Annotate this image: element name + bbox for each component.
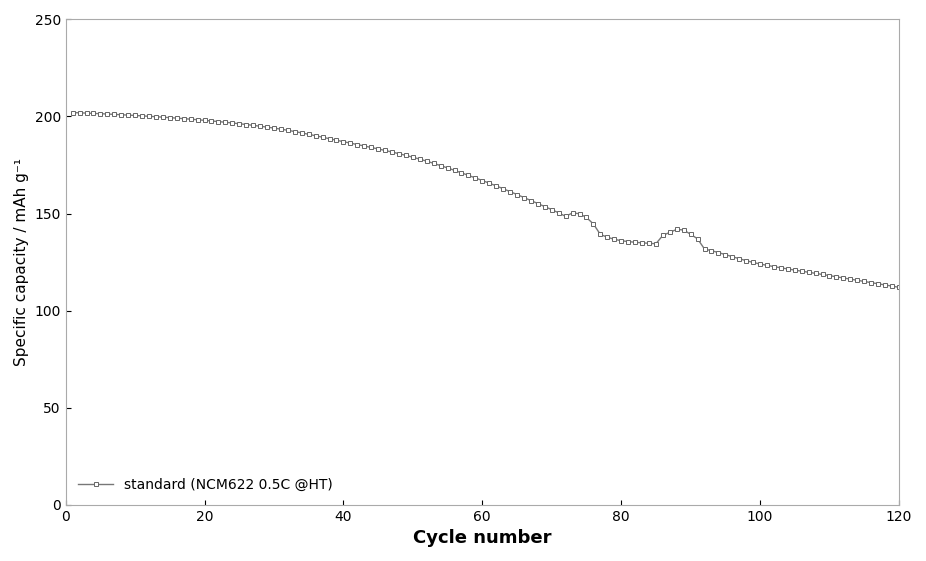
Legend: standard (NCM622 0.5C @HT): standard (NCM622 0.5C @HT) [72, 472, 338, 498]
standard (NCM622 0.5C @HT) [894, 284, 905, 291]
standard (NCM622 0.5C @HT) [241, 121, 252, 128]
standard (NCM622 0.5C @HT) [289, 128, 300, 135]
Line: standard (NCM622 0.5C @HT): standard (NCM622 0.5C @HT) [70, 110, 901, 289]
standard (NCM622 0.5C @HT) [720, 251, 731, 258]
standard (NCM622 0.5C @HT) [525, 197, 536, 204]
standard (NCM622 0.5C @HT) [866, 279, 877, 286]
X-axis label: Cycle number: Cycle number [413, 529, 552, 547]
standard (NCM622 0.5C @HT) [67, 109, 78, 116]
standard (NCM622 0.5C @HT) [636, 240, 647, 246]
Y-axis label: Specific capacity / mAh g⁻¹: Specific capacity / mAh g⁻¹ [14, 158, 29, 366]
